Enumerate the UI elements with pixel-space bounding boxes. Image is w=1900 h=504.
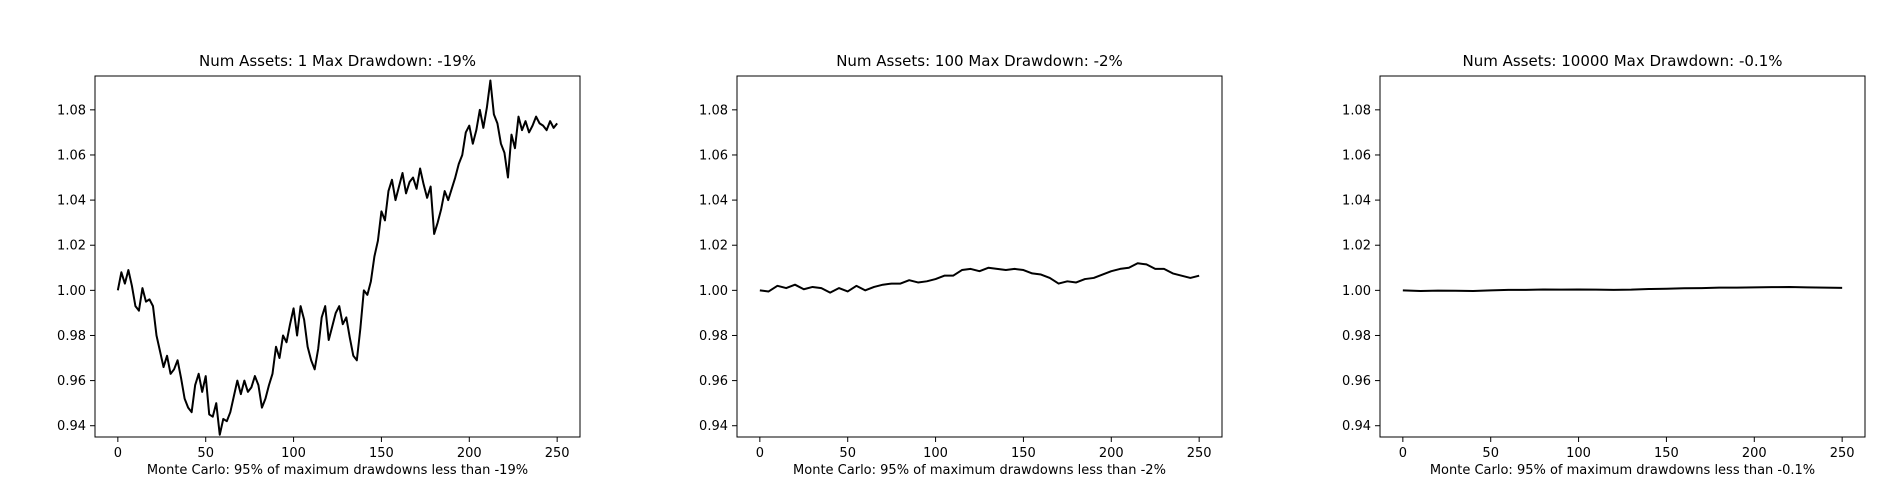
y-tick-label: 0.96 [699,374,728,389]
y-tick-label: 1.02 [1342,239,1371,254]
plot-frame [94,75,581,438]
y-tick-label: 1.08 [1342,103,1371,118]
x-axis-label: Monte Carlo: 95% of maximum drawdowns le… [1430,463,1815,478]
y-tick-label: 0.98 [1342,329,1371,344]
y-tick-label: 1.04 [57,194,86,209]
y-tick-label: 1.04 [699,194,728,209]
y-tick-label: 1.04 [1342,194,1371,209]
x-tick-label: 0 [756,446,764,461]
series-line-1 [1402,285,1843,293]
plot-frame [736,75,1223,438]
x-tick-label: 50 [1482,446,1499,461]
y-tick-label: 1.00 [57,284,86,299]
y-tick-label: 0.94 [1342,419,1371,434]
y-tick-label: 1.02 [699,239,728,254]
y-tick-label: 1.00 [699,284,728,299]
x-tick-label: 50 [197,446,214,461]
x-tick-label: 250 [545,446,570,461]
x-tick-label: 250 [1187,446,1212,461]
x-axis-label: Monte Carlo: 95% of maximum drawdowns le… [147,463,528,478]
chart-panel-2: Num Assets: 100 Max Drawdown: -2% 0 50 100 1… [699,52,1223,478]
y-tick-label: 0.94 [699,419,728,434]
x-tick-label: 0 [114,446,122,461]
x-tick-label: 150 [1011,446,1036,461]
x-axis-label: Monte Carlo: 95% of maximum drawdowns le… [793,463,1166,478]
x-tick-label: 200 [457,446,482,461]
y-tick-label: 1.08 [699,103,728,118]
plot-frame [1379,75,1866,438]
chart-panel-1: Num Assets: 1 Max Drawdown: -19% 0 50 100 15… [57,52,581,478]
chart-title: Num Assets: 10000 Max Drawdown: -0.1% [1462,52,1782,70]
x-tick-label: 200 [1099,446,1124,461]
chart-title: Num Assets: 100 Max Drawdown: -2% [836,52,1123,70]
y-tick-label: 1.00 [1342,284,1371,299]
chart-title: Num Assets: 1 Max Drawdown: -19% [199,52,476,70]
y-tick-label: 0.98 [57,329,86,344]
y-tick-label: 1.02 [57,239,86,254]
x-tick-label: 50 [839,446,856,461]
x-tick-label: 100 [923,446,948,461]
series-line-1 [116,79,558,436]
y-tick-label: 0.98 [699,329,728,344]
x-tick-label: 150 [1654,446,1679,461]
x-tick-label: 250 [1830,446,1855,461]
x-tick-label: 200 [1742,446,1767,461]
y-tick-label: 1.08 [57,103,86,118]
x-tick-label: 100 [1566,446,1591,461]
x-tick-label: 0 [1399,446,1407,461]
y-tick-label: 0.96 [1342,374,1371,389]
y-tick-label: 1.06 [1342,148,1371,163]
x-tick-label: 150 [369,446,394,461]
y-tick-label: 1.06 [57,148,86,163]
y-tick-label: 0.96 [57,374,86,389]
chart-panel-3: Num Assets: 10000 Max Drawdown: -0.1% 0 50… [1342,52,1866,478]
y-tick-label: 0.94 [57,419,86,434]
y-tick-label: 1.06 [699,148,728,163]
series-line-1 [759,262,1200,294]
x-tick-label: 100 [281,446,306,461]
